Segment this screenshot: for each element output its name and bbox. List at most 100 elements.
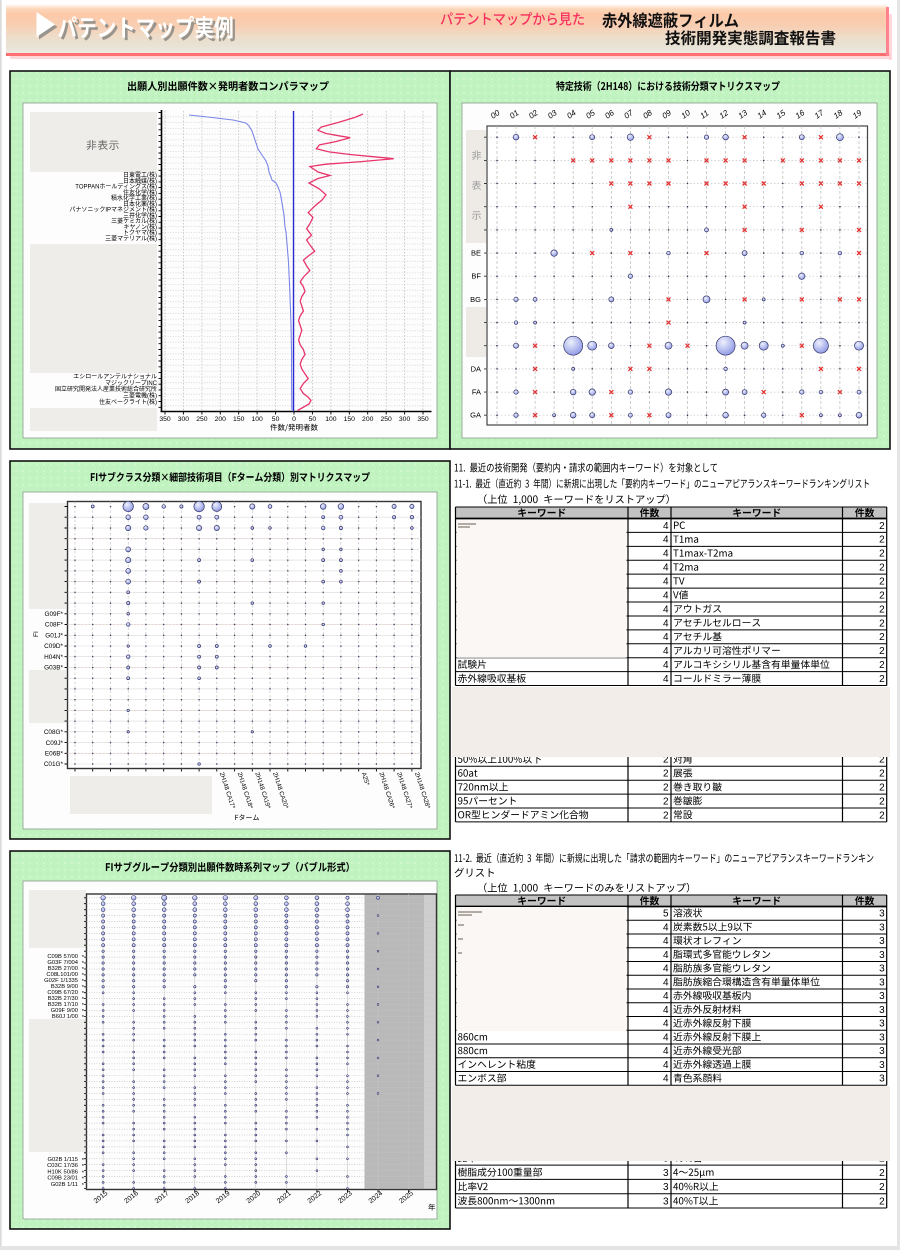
svg-text:C09B 57/00: C09B 57/00 [47, 954, 78, 960]
svg-text:B32B 27/00: B32B 27/00 [48, 966, 78, 972]
svg-text:*: * [82, 979, 85, 985]
svg-text:4: 4 [663, 674, 669, 685]
svg-text:G02B 1/11: G02B 1/11 [51, 1182, 78, 1188]
svg-text:*: * [82, 967, 85, 973]
svg-text:4: 4 [663, 1074, 669, 1085]
svg-text:*: * [82, 1015, 85, 1021]
svg-text:FI: FI [33, 631, 40, 637]
svg-text:2: 2 [879, 755, 885, 766]
svg-text:三井化学(株): 三井化学(株) [123, 211, 157, 219]
svg-text:日本触媒(株): 日本触媒(株) [123, 177, 157, 185]
svg-text:2: 2 [879, 549, 885, 560]
svg-text:100: 100 [325, 416, 337, 423]
svg-text:3: 3 [879, 964, 885, 975]
svg-text:150: 150 [344, 416, 356, 423]
svg-text:2: 2 [879, 646, 885, 657]
svg-text:キヤノン(株): キヤノン(株) [123, 223, 157, 231]
svg-text:*: * [82, 1183, 85, 1189]
svg-text:G09F*: G09F* [45, 611, 64, 618]
svg-text:50: 50 [272, 416, 280, 423]
svg-text:A25*: A25* [360, 771, 371, 786]
svg-text:350: 350 [159, 416, 171, 423]
svg-text:2: 2 [879, 796, 885, 807]
svg-text:4: 4 [663, 922, 669, 933]
svg-text:*: * [82, 997, 85, 1003]
svg-text:三菱マテリアル(株): 三菱マテリアル(株) [105, 234, 157, 242]
svg-text:3: 3 [879, 1019, 885, 1030]
svg-text:4: 4 [663, 577, 669, 588]
svg-text:*: * [82, 985, 85, 991]
svg-text:G03B*: G03B* [44, 665, 63, 672]
svg-text:BE: BE [471, 249, 481, 258]
svg-text:C09B 67/20: C09B 67/20 [47, 990, 78, 996]
svg-text:G02F 1/1335: G02F 1/1335 [44, 978, 78, 984]
svg-text:C09D*: C09D* [44, 643, 63, 650]
svg-text:250: 250 [380, 416, 392, 423]
svg-text:*: * [82, 1003, 85, 1009]
svg-text:C09B 23/01: C09B 23/01 [47, 1176, 78, 1182]
svg-text:4: 4 [663, 977, 669, 988]
svg-text:4: 4 [663, 604, 669, 615]
svg-text:4: 4 [663, 991, 669, 1002]
svg-text:50: 50 [309, 416, 317, 423]
svg-text:G01J*: G01J* [45, 632, 63, 639]
svg-text:4: 4 [663, 936, 669, 947]
svg-text:C09J*: C09J* [46, 740, 64, 747]
svg-text:*: * [82, 1170, 85, 1176]
svg-text:2: 2 [663, 810, 669, 821]
svg-text:300: 300 [399, 416, 411, 423]
svg-text:*: * [82, 1009, 85, 1015]
svg-text:H04N*: H04N* [44, 654, 63, 661]
svg-text:3: 3 [879, 950, 885, 961]
svg-text:2: 2 [879, 783, 885, 794]
svg-text:4: 4 [663, 563, 669, 574]
svg-text:G03F 7/004: G03F 7/004 [47, 960, 78, 966]
svg-text:日本化薬(株): 日本化薬(株) [123, 200, 157, 208]
svg-text:4: 4 [663, 632, 669, 643]
svg-text:300: 300 [178, 416, 190, 423]
svg-text:積水化学工業(株): 積水化学工業(株) [111, 194, 157, 202]
svg-text:国立研究開発法人産業技術総合研究所: 国立研究開発法人産業技術総合研究所 [55, 385, 157, 393]
svg-text:3: 3 [879, 1032, 885, 1043]
svg-text:C08L101/00: C08L101/00 [46, 972, 78, 978]
svg-text:250: 250 [196, 416, 208, 423]
svg-text:4: 4 [663, 535, 669, 546]
svg-text:BF: BF [471, 272, 481, 281]
svg-text:4: 4 [663, 590, 669, 601]
svg-text:*: * [82, 1177, 85, 1183]
svg-text:100: 100 [251, 416, 263, 423]
svg-text:5: 5 [663, 909, 669, 920]
svg-text:2: 2 [879, 1182, 885, 1193]
svg-text:2: 2 [879, 521, 885, 532]
svg-text:C08F*: C08F* [45, 622, 64, 629]
svg-text:3: 3 [879, 909, 885, 920]
svg-text:3: 3 [879, 977, 885, 988]
svg-text:*: * [82, 1158, 85, 1164]
svg-text:E06B*: E06B* [45, 750, 64, 757]
svg-text:150: 150 [233, 416, 245, 423]
svg-text:2: 2 [879, 632, 885, 643]
svg-text:G02B 1/115: G02B 1/115 [47, 1157, 78, 1163]
svg-text:三菱ケミカル(株): 三菱ケミカル(株) [111, 217, 157, 225]
svg-text:200: 200 [362, 416, 374, 423]
svg-text:DA: DA [471, 364, 481, 373]
svg-text:住友ベークライト(株): 住友ベークライト(株) [99, 398, 157, 406]
svg-text:*: * [82, 955, 85, 961]
svg-text:*: * [82, 991, 85, 997]
svg-text:G09F 9/00: G09F 9/00 [51, 1008, 78, 1014]
svg-text:4: 4 [663, 618, 669, 629]
svg-text:4: 4 [663, 964, 669, 975]
svg-text:2: 2 [879, 618, 885, 629]
svg-text:2: 2 [663, 769, 669, 780]
svg-text:4: 4 [663, 646, 669, 657]
svg-text:TOPPANホールディングス(株): TOPPANホールディングス(株) [75, 183, 157, 191]
svg-text:2: 2 [663, 796, 669, 807]
svg-text:2: 2 [879, 604, 885, 615]
svg-text:3: 3 [879, 1074, 885, 1085]
svg-text:4: 4 [663, 1046, 669, 1057]
svg-text:3: 3 [879, 1046, 885, 1057]
svg-text:*: * [82, 973, 85, 979]
svg-text:350: 350 [417, 416, 429, 423]
svg-text:2: 2 [879, 810, 885, 821]
svg-text:3: 3 [879, 936, 885, 947]
